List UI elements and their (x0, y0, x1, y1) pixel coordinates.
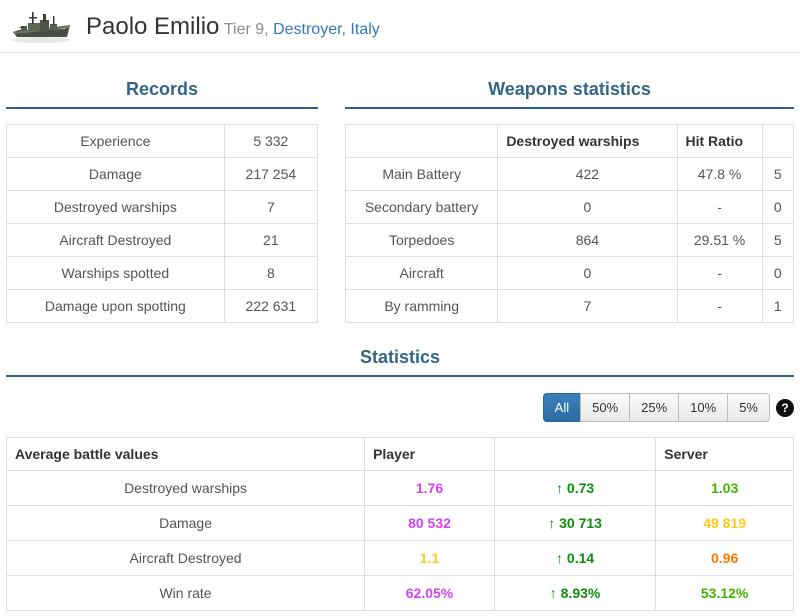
weapon-label: Aircraft (344, 256, 499, 290)
records-table: Experience 5 332 Damage 217 254 Destroye… (6, 124, 319, 323)
page-header: Paolo Emilio Tier 9, Destroyer, Italy (0, 0, 800, 53)
avg-col-server: Server (655, 437, 794, 471)
table-row: Aircraft 0 - 0 (344, 256, 795, 290)
filter-button-10[interactable]: 10% (678, 393, 729, 422)
player-value: 1.1 (364, 540, 495, 576)
records-title: Records (6, 79, 318, 109)
ship-icon (12, 11, 70, 43)
weapon-label: Torpedoes (344, 223, 499, 257)
table-header-row: Average battle values Player Server (5, 437, 794, 471)
statistics-title: Statistics (6, 347, 794, 377)
server-value: 53.12% (655, 575, 794, 611)
record-label: Damage (6, 157, 225, 191)
help-icon[interactable]: ? (776, 398, 794, 417)
average-battle-values-table: Average battle values Player Server Dest… (5, 437, 794, 611)
filter-button-25[interactable]: 25% (629, 393, 680, 422)
avg-col-diff (493, 437, 657, 471)
stat-label: Damage (5, 505, 366, 541)
weapon-destroyed: 422 (497, 157, 678, 191)
server-value: 0.96 (655, 540, 794, 576)
stat-label: Win rate (5, 575, 366, 611)
filter-button-all[interactable]: All (542, 393, 582, 422)
diff-value: ↑ 8.93% (493, 575, 657, 611)
weapons-col-hit-ratio: Hit Ratio (676, 124, 763, 158)
weapon-label: Main Battery (344, 157, 499, 191)
filter-button-5[interactable]: 5% (727, 393, 770, 422)
record-value: 222 631 (223, 289, 319, 323)
table-row: Main Battery 422 47.8 % 5 (344, 157, 795, 191)
weapon-destroyed: 7 (497, 289, 678, 323)
record-value: 21 (223, 223, 319, 257)
table-row: By ramming 7 - 1 (344, 289, 795, 323)
statistics-controls: All 50% 25% 10% 5% ? (6, 393, 794, 422)
weapons-col-empty (344, 124, 499, 158)
ship-tier: Tier 9, (223, 20, 269, 38)
record-label: Warships spotted (6, 256, 225, 290)
table-row: Torpedoes 864 29.51 % 5 (344, 223, 795, 257)
player-value: 62.05% (364, 575, 495, 611)
record-value: 5 332 (223, 124, 319, 158)
ship-name: Paolo Emilio (86, 12, 220, 40)
diff-value: ↑ 0.73 (493, 470, 657, 506)
table-row: Secondary battery 0 - 0 (344, 190, 795, 224)
ship-nation-link[interactable]: Italy (350, 20, 380, 38)
player-value: 80 532 (364, 505, 495, 541)
weapon-hit-ratio: - (676, 256, 763, 290)
diff-value: ↑ 0.14 (493, 540, 657, 576)
weapon-hit-ratio: 47.8 % (676, 157, 763, 191)
table-row: Warships spotted 8 (6, 256, 319, 290)
statistics-section: Statistics All 50% 25% 10% 5% ? Average … (5, 347, 794, 611)
weapons-section: Weapons statistics Destroyed warships Hi… (344, 67, 795, 323)
record-value: 7 (223, 190, 319, 224)
stat-label: Destroyed warships (5, 470, 366, 506)
weapon-hit-ratio: - (676, 190, 763, 224)
server-value: 1.03 (655, 470, 794, 506)
table-row: Win rate 62.05% ↑ 8.93% 53.12% (5, 575, 794, 611)
weapon-destroyed: 0 (497, 256, 678, 290)
weapon-extra: 0 (761, 256, 795, 290)
record-label: Damage upon spotting (6, 289, 225, 323)
avg-col-player: Player (364, 437, 495, 471)
weapon-destroyed: 864 (497, 223, 678, 257)
ship-class-link[interactable]: Destroyer (273, 20, 342, 38)
weapons-col-extra (761, 124, 795, 158)
table-row: Damage 217 254 (6, 157, 319, 191)
records-section: Records Experience 5 332 Damage 217 254 … (6, 67, 319, 323)
weapon-extra: 0 (761, 190, 795, 224)
table-row: Destroyed warships 7 (6, 190, 319, 224)
record-value: 217 254 (223, 157, 319, 191)
diff-value: ↑ 30 713 (493, 505, 657, 541)
weapon-label: Secondary battery (344, 190, 499, 224)
record-value: 8 (223, 256, 319, 290)
table-header-row: Destroyed warships Hit Ratio (344, 124, 795, 158)
link-separator: , (341, 20, 351, 38)
avg-col-label: Average battle values (5, 437, 366, 471)
record-label: Aircraft Destroyed (6, 223, 225, 257)
table-row: Aircraft Destroyed 1.1 ↑ 0.14 0.96 (5, 540, 794, 576)
table-row: Experience 5 332 (6, 124, 319, 158)
record-label: Experience (6, 124, 225, 158)
stat-label: Aircraft Destroyed (5, 540, 366, 576)
weapons-title: Weapons statistics (345, 79, 794, 109)
table-row: Aircraft Destroyed 21 (6, 223, 319, 257)
weapon-extra: 5 (761, 223, 795, 257)
weapon-extra: 5 (761, 157, 795, 191)
record-label: Destroyed warships (6, 190, 225, 224)
weapon-hit-ratio: 29.51 % (676, 223, 763, 257)
ship-title: Paolo Emilio Tier 9, Destroyer, Italy (86, 13, 380, 41)
table-row: Damage 80 532 ↑ 30 713 49 819 (5, 505, 794, 541)
weapon-label: By ramming (344, 289, 499, 323)
weapon-extra: 1 (761, 289, 795, 323)
weapons-col-destroyed: Destroyed warships (497, 124, 678, 158)
filter-button-50[interactable]: 50% (580, 393, 631, 422)
table-row: Damage upon spotting 222 631 (6, 289, 319, 323)
table-row: Destroyed warships 1.76 ↑ 0.73 1.03 (5, 470, 794, 506)
player-value: 1.76 (364, 470, 495, 506)
weapons-table: Destroyed warships Hit Ratio Main Batter… (344, 124, 795, 323)
weapon-destroyed: 0 (497, 190, 678, 224)
weapon-hit-ratio: - (676, 289, 763, 323)
server-value: 49 819 (655, 505, 794, 541)
battles-filter-group: All 50% 25% 10% 5% (542, 393, 770, 422)
